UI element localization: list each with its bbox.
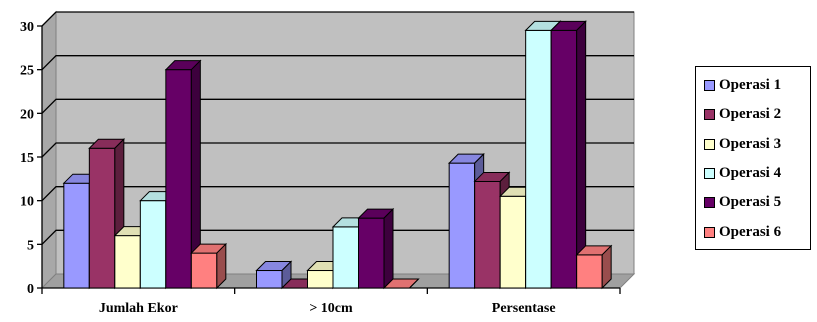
bar (549, 20, 587, 290)
y-tick-label: 5 (27, 238, 34, 253)
bar-side (216, 242, 227, 290)
bar (575, 244, 613, 290)
bar-side (409, 278, 419, 289)
bar (190, 242, 228, 290)
bar-side (601, 244, 612, 290)
bar-front (358, 217, 385, 289)
legend-item: Operasi 4 (704, 159, 810, 188)
gridline (41, 186, 634, 202)
bar-front (139, 200, 167, 289)
legend-item: Operasi 5 (704, 188, 810, 217)
gridline (41, 229, 634, 245)
bar-front (499, 195, 527, 289)
bar-front (307, 270, 334, 289)
bar-front (576, 254, 603, 289)
y-tick-label: 10 (20, 195, 34, 210)
gridline (41, 142, 634, 158)
bar (357, 207, 395, 290)
bar-front (190, 252, 218, 289)
legend-label: Operasi 3 (719, 135, 782, 152)
legend-label: Operasi 1 (719, 77, 782, 94)
bar-front (63, 182, 90, 289)
bar-front (525, 29, 552, 289)
bar-front (474, 180, 501, 289)
gridline (41, 55, 634, 71)
x-category-label: > 10cm (309, 301, 353, 316)
legend-item: Operasi 6 (704, 217, 810, 246)
bar-front (550, 29, 578, 289)
legend: Operasi 1 Operasi 2 Operasi 3 Operasi 4 Oper… (695, 66, 811, 250)
bar-front (114, 235, 141, 289)
legend-item: Operasi 3 (704, 130, 810, 159)
bar-front (165, 69, 192, 289)
bar-front (332, 226, 359, 289)
bar (164, 59, 202, 290)
legend-swatch (704, 168, 715, 180)
legend-swatch (704, 197, 715, 209)
bar-front (256, 270, 283, 289)
bar (382, 278, 420, 289)
legend-swatch (704, 109, 715, 121)
legend-swatch (704, 226, 715, 238)
legend-item: Operasi 1 (704, 71, 810, 100)
legend-swatch (704, 80, 715, 92)
y-tick-label: 0 (27, 282, 34, 297)
bar (255, 260, 293, 290)
y-tick-label: 20 (20, 107, 34, 122)
legend-swatch (704, 138, 715, 150)
bar-side (383, 207, 394, 290)
bar-front (448, 162, 476, 289)
legend-label: Operasi 5 (719, 194, 782, 211)
legend-label: Operasi 6 (719, 223, 782, 240)
legend-label: Operasi 4 (719, 165, 782, 182)
y-tick-label: 15 (20, 151, 34, 166)
legend-label: Operasi 2 (719, 106, 782, 123)
bar-front (88, 147, 116, 289)
gridline (41, 98, 634, 114)
y-tick-label: 25 (20, 64, 34, 79)
y-tick-label: 30 (20, 20, 34, 35)
x-category-label: Persentase (492, 301, 556, 316)
x-category-label: Jumlah Ekor (99, 301, 178, 316)
gridline (41, 11, 634, 27)
legend-item: Operasi 2 (704, 100, 810, 129)
